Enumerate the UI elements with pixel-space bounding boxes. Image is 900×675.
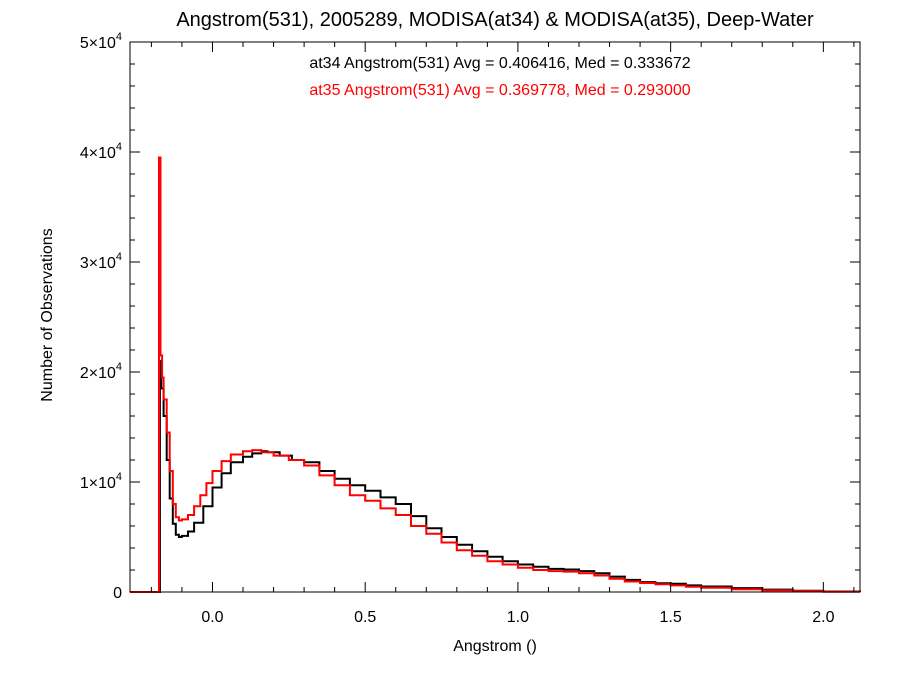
annotation-at35: at35 Angstrom(531) Avg = 0.369778, Med =… [309,82,690,99]
x-tick-label: 1.0 [507,609,529,626]
y-axis-label: Number of Observations [39,228,56,401]
y-tick-label: 1×104 [80,471,122,492]
x-tick-label: 0.5 [354,609,376,626]
x-tick-label: 1.5 [660,609,682,626]
x-tick-label: 0.0 [201,609,223,626]
y-tick-label: 0 [113,585,122,602]
y-tick-label: 4×104 [80,141,122,162]
series-line-0 [130,360,861,593]
y-tick-label: 5×104 [80,31,122,52]
plot-frame [129,41,861,593]
x-tick-label: 2.0 [812,609,834,626]
chart-title: Angstrom(531), 2005289, MODISA(at34) & M… [176,9,814,31]
series-layer [130,156,861,593]
annotation-at34: at34 Angstrom(531) Avg = 0.406416, Med =… [309,55,690,72]
tick-layer: 0.0 0.5 1.0 1.5 2.0 0 1×104 2×104 3×104 4×104 5×10… [80,31,860,626]
y-tick-label: 2×104 [80,361,122,382]
y-tick-label: 3×104 [80,251,122,272]
x-axis-label: Angstrom () [453,638,537,655]
series-line-1 [130,156,861,593]
